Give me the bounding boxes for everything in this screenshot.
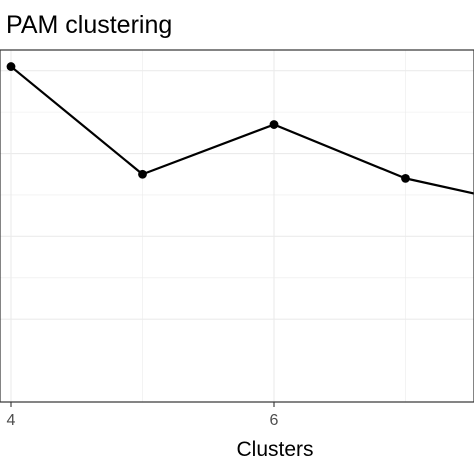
panel-border bbox=[0, 49, 474, 403]
chart-title: PAM clustering bbox=[6, 11, 172, 39]
data-point bbox=[6, 62, 16, 71]
plot-panel bbox=[0, 49, 474, 403]
x-tick-label: 6 bbox=[270, 412, 279, 429]
data-point bbox=[401, 173, 410, 183]
x-tick-label: 4 bbox=[7, 412, 16, 429]
series-line bbox=[10, 65, 474, 195]
data-point bbox=[138, 169, 147, 179]
data-point bbox=[269, 120, 279, 129]
grid-layer bbox=[0, 50, 474, 402]
x-axis-title: Clusters bbox=[236, 438, 313, 461]
series-layer bbox=[6, 62, 474, 195]
